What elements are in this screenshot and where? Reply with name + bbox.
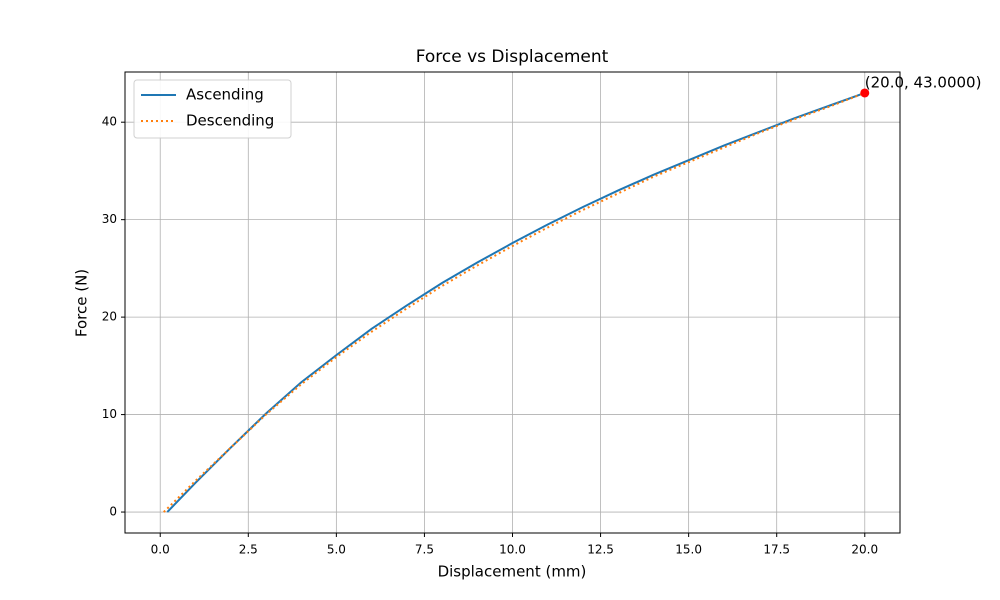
y-tick-label: 40 — [102, 115, 117, 129]
x-tick-label: 20.0 — [851, 543, 878, 557]
line-series — [166, 92, 866, 513]
y-tick-label: 10 — [102, 407, 117, 421]
x-axis-label: Displacement (mm) — [438, 563, 587, 581]
x-tick-label: 10.0 — [499, 543, 526, 557]
y-tick-label: 20 — [102, 310, 117, 324]
x-tick-label: 2.5 — [239, 543, 258, 557]
annotation-point — [860, 88, 870, 98]
y-tick-label: 30 — [102, 212, 117, 226]
x-tick-label: 0.0 — [151, 543, 170, 557]
x-tick-label: 17.5 — [763, 543, 790, 557]
x-tick-label: 5.0 — [327, 543, 346, 557]
annotation-label: (20.0, 43.0000) — [865, 73, 982, 91]
x-tick-label: 7.5 — [415, 543, 434, 557]
line-series — [163, 92, 866, 513]
x-tick-label: 15.0 — [675, 543, 702, 557]
legend-label: Ascending — [186, 86, 264, 104]
x-tick-label: 12.5 — [587, 543, 614, 557]
y-axis-label: Force (N) — [73, 269, 91, 337]
legend-label: Descending — [186, 112, 274, 130]
y-tick-label: 0 — [109, 505, 117, 519]
chart-title: Force vs Displacement — [416, 47, 609, 67]
plot-frame — [124, 71, 901, 534]
